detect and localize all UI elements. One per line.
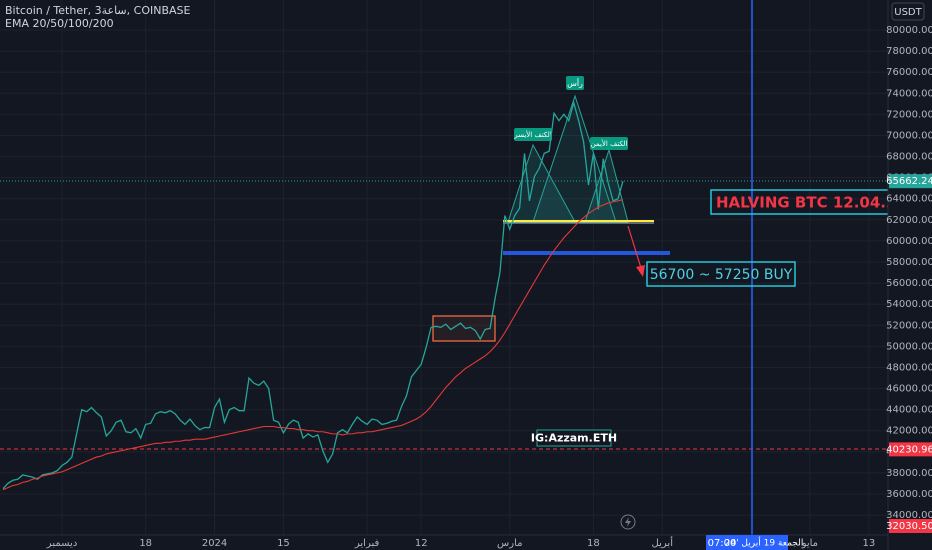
watermark-box (536, 429, 612, 447)
halving-box (710, 189, 888, 215)
y-tick-label: 52000.00 (886, 320, 932, 331)
y-tick-label: 36000.00 (886, 489, 932, 500)
price-tag-label: 32030.50 (886, 521, 932, 532)
y-tick-label: 60000.00 (886, 236, 932, 247)
currency-button[interactable] (891, 2, 925, 21)
last-price-label: 65662.24 (886, 176, 932, 187)
x-tick-label: 12 (415, 538, 428, 549)
x-tick-label: ديسمبر (46, 538, 77, 549)
x-tick-label: 13 (863, 538, 876, 549)
x-tick-label: مايو (801, 538, 818, 549)
chart-title: Bitcoin / Tether, 3ساعة, COINBASE (5, 4, 190, 17)
consolidation-box (432, 315, 496, 342)
y-tick-label: 58000.00 (886, 257, 932, 268)
y-tick-label: 48000.00 (886, 362, 932, 373)
crosshair-tag (706, 535, 788, 550)
y-tick-label: 46000.00 (886, 384, 932, 395)
y-tick-label: 34000.00 (886, 510, 932, 521)
y-tick-label: 78000.00 (886, 46, 932, 57)
left-shoulder-badge (514, 128, 552, 141)
price-line (2, 100, 624, 490)
y-tick-label: 72000.00 (886, 109, 932, 120)
y-tick-label: 44000.00 (886, 405, 932, 416)
y-tick-label: 62000.00 (886, 215, 932, 226)
buy-box (646, 261, 796, 287)
price-tag (889, 442, 932, 457)
right-shoulder-badge (590, 137, 628, 150)
y-tick-label: 70000.00 (886, 130, 932, 141)
y-tick-label: 74000.00 (886, 88, 932, 99)
y-tick-label: 68000.00 (886, 152, 932, 163)
data-layer: HALVING BTC 12.04.2024 56700 ~ 57250 BUY… (0, 0, 928, 535)
right-shoulder-label: الكتف الأيمن (591, 139, 628, 148)
x-tick-label: مارس (497, 538, 522, 549)
x-tick-label: 18 (139, 538, 152, 549)
arrow-line (627, 225, 642, 269)
crosshair-time: 07:00 (708, 538, 737, 549)
halving-label: HALVING BTC 12.04.2024 (716, 194, 928, 212)
watermark: IG:Azzam.ETH (531, 432, 617, 445)
head-label: رأس (567, 78, 583, 88)
currency-label: USDT (894, 7, 922, 18)
y-tick-label: 50000.00 (886, 341, 932, 352)
x-tick-label: فبراير (354, 538, 380, 549)
price-tag-label: 40230.96 (886, 444, 932, 455)
x-tick-label: 2024 (202, 538, 227, 549)
y-tick-label: 64000.00 (886, 194, 932, 205)
y-tick-label: 38000.00 (886, 468, 932, 479)
arrow-head (636, 265, 645, 277)
y-tick-label: 80000.00 (886, 25, 932, 36)
y-tick-label: 42000.00 (886, 426, 932, 437)
x-tick-label: 15 (277, 538, 290, 549)
x-tick-label: أبريل (652, 536, 674, 549)
indicator-label: EMA 20/50/100/200 (5, 17, 114, 30)
price-tag (889, 519, 932, 533)
last-price-tag (889, 174, 932, 189)
y-tick-label: 76000.00 (886, 67, 932, 78)
crosshair-date: الجمعة 19 أبريل '24 (725, 537, 804, 549)
x-tick-label: 18 (587, 538, 600, 549)
head-badge (566, 76, 584, 90)
buy-label: 56700 ~ 57250 BUY (650, 267, 793, 283)
left-shoulder-label: الكتف الأيسر (513, 130, 552, 139)
buy-zone (503, 251, 670, 255)
lightning-icon[interactable] (620, 514, 636, 530)
price-line (2, 199, 624, 491)
lightning-glyph (625, 517, 631, 527)
y-tick-label: 56000.00 (886, 278, 932, 289)
y-tick-label: 54000.00 (886, 299, 932, 310)
